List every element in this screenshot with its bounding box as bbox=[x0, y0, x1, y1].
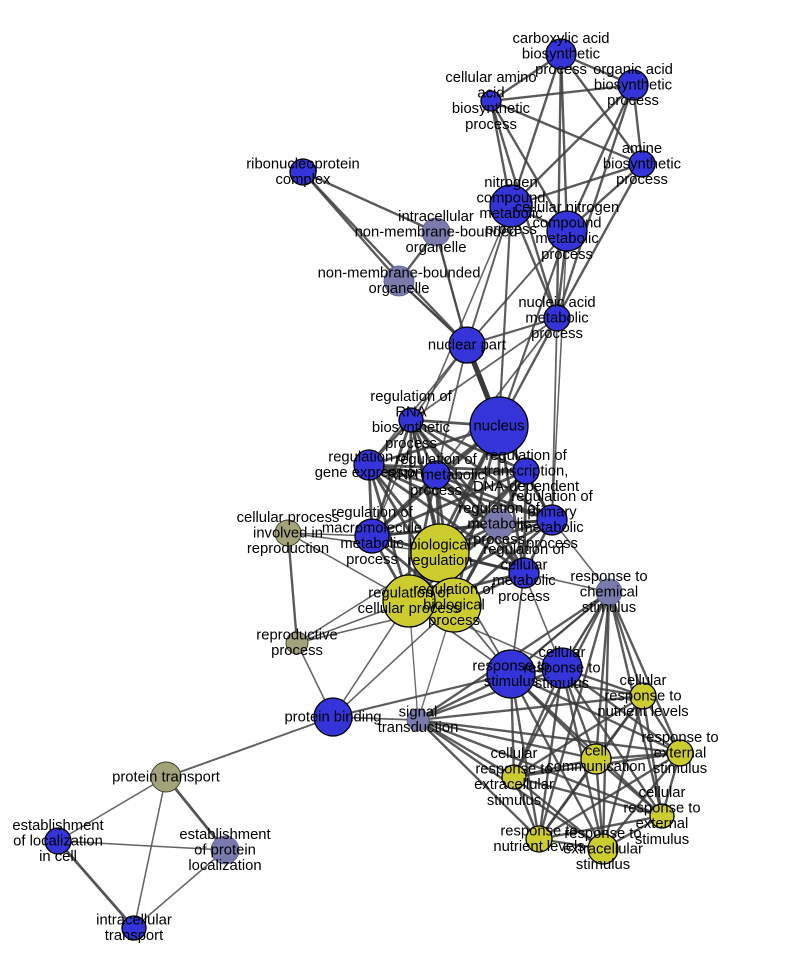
svg-text:reproductive: reproductive bbox=[256, 628, 337, 644]
svg-text:biosynthetic: biosynthetic bbox=[603, 156, 682, 172]
svg-text:intracellular: intracellular bbox=[398, 209, 474, 225]
svg-text:process: process bbox=[410, 483, 462, 499]
svg-text:biosynthetic: biosynthetic bbox=[522, 46, 601, 62]
svg-text:cellular: cellular bbox=[639, 785, 686, 801]
svg-text:complex: complex bbox=[275, 172, 331, 188]
svg-text:communication: communication bbox=[546, 759, 646, 775]
svg-text:response to: response to bbox=[570, 569, 647, 585]
svg-text:biosynthetic: biosynthetic bbox=[452, 101, 531, 117]
svg-text:localization: localization bbox=[188, 858, 261, 874]
svg-text:cellular: cellular bbox=[539, 645, 586, 661]
svg-text:intracellular: intracellular bbox=[96, 913, 172, 929]
svg-text:regulation of: regulation of bbox=[370, 389, 452, 405]
svg-text:cellular process: cellular process bbox=[237, 510, 340, 526]
svg-text:cellular process: cellular process bbox=[358, 601, 461, 617]
svg-text:response to: response to bbox=[641, 730, 718, 746]
svg-text:ribonucleoprotein: ribonucleoprotein bbox=[246, 157, 360, 173]
svg-text:response to: response to bbox=[564, 826, 641, 842]
svg-text:chemical: chemical bbox=[580, 584, 638, 600]
svg-text:nitrogen: nitrogen bbox=[484, 175, 537, 191]
svg-text:regulation of: regulation of bbox=[511, 489, 593, 505]
svg-text:non-membrane-bounded: non-membrane-bounded bbox=[318, 266, 481, 282]
svg-text:organelle: organelle bbox=[369, 281, 430, 297]
svg-text:organelle: organelle bbox=[406, 240, 467, 256]
svg-text:cellular: cellular bbox=[620, 673, 667, 689]
svg-text:response to: response to bbox=[475, 762, 552, 778]
svg-text:signal: signal bbox=[399, 705, 438, 721]
svg-text:response to: response to bbox=[604, 688, 681, 704]
svg-text:stimulus: stimulus bbox=[484, 674, 538, 690]
svg-text:of protein: of protein bbox=[194, 842, 256, 858]
svg-text:cell: cell bbox=[585, 744, 607, 760]
svg-text:transduction: transduction bbox=[378, 720, 459, 736]
svg-text:involved in: involved in bbox=[253, 525, 323, 541]
svg-text:cellular amino: cellular amino bbox=[445, 70, 536, 86]
svg-text:regulation of: regulation of bbox=[395, 452, 477, 468]
svg-text:primary: primary bbox=[527, 505, 577, 521]
svg-text:stimulus: stimulus bbox=[582, 600, 636, 616]
svg-text:metabolic: metabolic bbox=[340, 536, 404, 552]
svg-text:metabolic: metabolic bbox=[520, 520, 584, 536]
svg-text:metabolic: metabolic bbox=[492, 573, 556, 589]
svg-text:nucleus: nucleus bbox=[473, 418, 524, 434]
svg-text:external: external bbox=[654, 745, 707, 761]
svg-text:cellular: cellular bbox=[501, 558, 548, 574]
svg-text:process: process bbox=[535, 62, 587, 78]
svg-text:transcription,: transcription, bbox=[484, 463, 569, 479]
svg-text:biosynthetic: biosynthetic bbox=[372, 420, 451, 436]
svg-text:RNA metabolic: RNA metabolic bbox=[387, 467, 485, 483]
svg-text:establishment: establishment bbox=[179, 827, 270, 843]
svg-text:regulation of: regulation of bbox=[483, 542, 565, 558]
svg-text:establishment: establishment bbox=[12, 818, 103, 834]
svg-text:organic acid: organic acid bbox=[593, 62, 673, 78]
svg-text:regulation of: regulation of bbox=[368, 586, 450, 602]
svg-text:external: external bbox=[636, 816, 689, 832]
svg-text:process: process bbox=[616, 172, 668, 188]
svg-text:nuclear part: nuclear part bbox=[428, 337, 506, 353]
svg-text:extracellular: extracellular bbox=[563, 841, 643, 857]
svg-text:transport: transport bbox=[105, 928, 163, 944]
svg-text:nutrient levels: nutrient levels bbox=[597, 704, 688, 720]
svg-text:stimulus: stimulus bbox=[576, 857, 630, 873]
svg-text:process: process bbox=[465, 117, 517, 133]
svg-text:process: process bbox=[541, 247, 593, 263]
svg-text:response to: response to bbox=[523, 660, 600, 676]
svg-text:response to: response to bbox=[623, 801, 700, 817]
svg-text:cellular: cellular bbox=[491, 746, 538, 762]
svg-text:process: process bbox=[346, 552, 398, 568]
svg-text:regulation of: regulation of bbox=[331, 505, 413, 521]
svg-text:carboxylic acid: carboxylic acid bbox=[512, 31, 609, 47]
svg-text:RNA: RNA bbox=[395, 405, 426, 421]
svg-text:stimulus: stimulus bbox=[653, 761, 707, 777]
svg-text:of localization: of localization bbox=[13, 833, 103, 849]
svg-text:regulation of: regulation of bbox=[485, 448, 567, 464]
svg-text:compound: compound bbox=[532, 216, 601, 232]
svg-text:amine: amine bbox=[622, 141, 662, 157]
svg-text:stimulus: stimulus bbox=[487, 793, 541, 809]
svg-text:stimulus: stimulus bbox=[535, 676, 589, 692]
svg-text:process: process bbox=[498, 589, 550, 605]
svg-text:process: process bbox=[531, 326, 583, 342]
svg-text:process: process bbox=[607, 93, 659, 109]
svg-text:extracellular: extracellular bbox=[474, 777, 554, 793]
svg-text:biosynthetic: biosynthetic bbox=[594, 77, 673, 93]
svg-text:in cell: in cell bbox=[39, 849, 77, 865]
svg-text:metabolic: metabolic bbox=[525, 310, 589, 326]
svg-text:biological: biological bbox=[409, 538, 471, 554]
svg-text:regulation: regulation bbox=[408, 553, 473, 569]
svg-text:acid: acid bbox=[477, 86, 504, 102]
svg-text:cellular nitrogen: cellular nitrogen bbox=[515, 200, 619, 216]
svg-text:process: process bbox=[271, 643, 323, 659]
svg-text:nucleic acid: nucleic acid bbox=[518, 295, 595, 311]
svg-text:protein binding: protein binding bbox=[284, 709, 381, 725]
svg-text:process: process bbox=[485, 222, 537, 238]
svg-text:stimulus: stimulus bbox=[635, 832, 689, 848]
svg-text:metabolic: metabolic bbox=[535, 231, 599, 247]
svg-text:reproduction: reproduction bbox=[247, 541, 329, 557]
svg-text:protein transport: protein transport bbox=[112, 769, 220, 785]
